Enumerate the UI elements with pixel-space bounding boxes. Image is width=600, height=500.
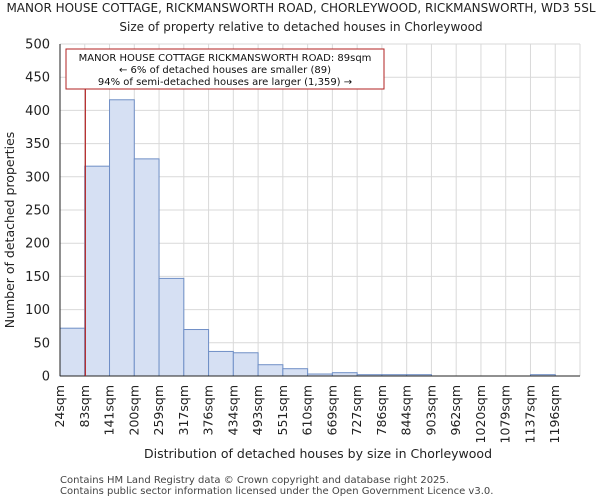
x-tick-label: 844sqm bbox=[399, 385, 414, 435]
y-tick-label: 500 bbox=[25, 38, 50, 53]
bars bbox=[59, 99, 556, 377]
bar bbox=[109, 99, 135, 377]
annotation-line-2: ← 6% of detached houses are smaller (89) bbox=[119, 65, 331, 76]
x-tick-label: 317sqm bbox=[176, 385, 191, 435]
y-tick-label: 450 bbox=[25, 71, 50, 86]
bar bbox=[183, 329, 210, 377]
x-axis-label: Distribution of detached houses by size … bbox=[144, 446, 492, 461]
x-tick-label: 1196sqm bbox=[547, 385, 562, 443]
x-tick-label: 551sqm bbox=[275, 385, 290, 435]
y-tick-label: 100 bbox=[25, 303, 50, 318]
bar bbox=[133, 158, 160, 377]
bar bbox=[282, 368, 309, 377]
annotation-line-3: 94% of semi-detached houses are larger (… bbox=[98, 77, 352, 88]
x-tick-label: 1079sqm bbox=[498, 385, 513, 443]
x-tick-label: 727sqm bbox=[349, 385, 364, 435]
x-tick-label: 669sqm bbox=[324, 385, 339, 435]
x-tick-label: 141sqm bbox=[102, 385, 117, 435]
x-tick-label: 1020sqm bbox=[473, 385, 488, 443]
chart-subtitle: Size of property relative to detached ho… bbox=[119, 20, 482, 34]
x-tick-label: 610sqm bbox=[300, 385, 315, 435]
x-tick-label: 83sqm bbox=[77, 385, 92, 428]
x-tick-label: 786sqm bbox=[374, 385, 389, 435]
y-tick-label: 250 bbox=[25, 204, 50, 219]
y-tick-label: 350 bbox=[25, 137, 50, 152]
x-tick-label: 903sqm bbox=[423, 385, 438, 435]
bar bbox=[257, 364, 284, 377]
y-tick-label: 150 bbox=[25, 270, 50, 285]
footer-line-1: Contains HM Land Registry data © Crown c… bbox=[60, 475, 449, 486]
bar bbox=[158, 277, 185, 377]
y-tick-label: 50 bbox=[33, 336, 50, 351]
bar bbox=[84, 165, 111, 377]
bar bbox=[208, 350, 234, 377]
y-tick-label: 300 bbox=[25, 170, 50, 185]
footer-line-2: Contains public sector information licen… bbox=[60, 486, 493, 497]
x-tick-label: 493sqm bbox=[250, 385, 265, 435]
x-tick-label: 259sqm bbox=[151, 385, 166, 435]
y-axis-label: Number of detached properties bbox=[2, 132, 17, 329]
y-tick-label: 200 bbox=[25, 237, 50, 252]
x-tick-label: 962sqm bbox=[448, 385, 463, 435]
bar bbox=[232, 352, 259, 377]
property-annotation: MANOR HOUSE COTTAGE RICKMANSWORTH ROAD: … bbox=[65, 48, 385, 90]
x-tick-label: 434sqm bbox=[225, 385, 240, 435]
x-tick-labels: 24sqm 83sqm 141sqm 200sqm 259sqm 317sqm 376sqm… bbox=[52, 385, 562, 443]
chart-title: MANOR HOUSE COTTAGE, RICKMANSWORTH ROAD,… bbox=[6, 1, 595, 15]
x-tick-label: 1137sqm bbox=[522, 385, 537, 443]
annotation-line-1: MANOR HOUSE COTTAGE RICKMANSWORTH ROAD: … bbox=[79, 53, 372, 64]
annotation-box bbox=[65, 48, 385, 90]
x-tick-label: 376sqm bbox=[201, 385, 216, 435]
x-tick-label: 200sqm bbox=[126, 385, 141, 435]
y-tick-labels: 0 50 100 150 200 250 300 350 400 450 500 bbox=[25, 38, 50, 385]
bar bbox=[59, 327, 86, 377]
y-tick-label: 400 bbox=[25, 104, 50, 119]
y-tick-label: 0 bbox=[42, 370, 50, 385]
x-tick-label: 24sqm bbox=[52, 385, 67, 428]
